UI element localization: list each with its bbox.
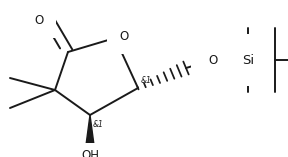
- Text: O: O: [209, 54, 218, 67]
- Text: O: O: [35, 14, 44, 27]
- Text: OH: OH: [81, 149, 99, 157]
- Text: &1: &1: [93, 120, 104, 129]
- Text: &1: &1: [141, 76, 152, 85]
- Text: O: O: [119, 30, 128, 43]
- Polygon shape: [86, 115, 94, 145]
- Text: Si: Si: [242, 54, 254, 67]
